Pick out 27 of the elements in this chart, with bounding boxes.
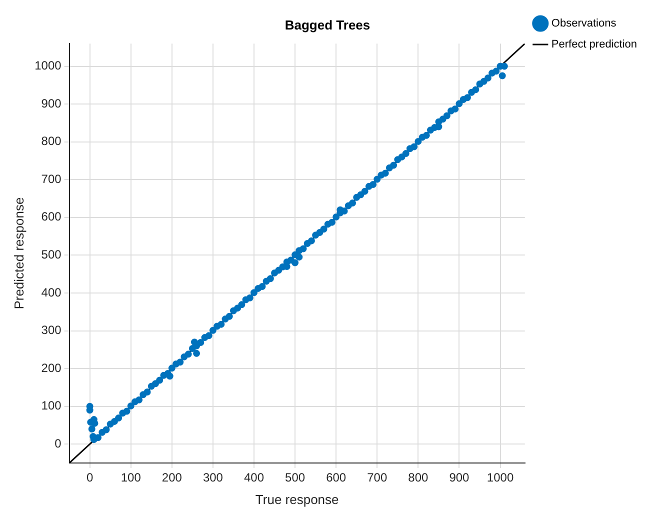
y-tick-label: 700	[41, 172, 62, 186]
y-tick-label: 800	[41, 134, 62, 148]
y-tick-label: 600	[41, 210, 62, 224]
y-tick-label: 0	[54, 436, 62, 450]
x-tick-label: 100	[120, 470, 142, 485]
x-tick-label: 1000	[486, 470, 514, 485]
legend-label: Perfect prediction	[551, 38, 638, 51]
x-tick-label: 200	[162, 470, 182, 485]
x-tick-label: 300	[202, 470, 224, 485]
chart-title: Bagged Trees	[284, 17, 370, 32]
x-tick-label: 900	[449, 470, 470, 485]
y-tick-label: 200	[41, 360, 62, 375]
x-tick-label: 700	[367, 470, 388, 485]
y-tick-label: 1000	[34, 58, 62, 73]
x-tick-label: 400	[244, 470, 264, 485]
y-tick-label: 300	[41, 323, 62, 338]
x-tick-label: 500	[285, 470, 306, 485]
x-tick-label: 800	[408, 470, 429, 485]
y-tick-label: 500	[41, 248, 62, 262]
y-tick-label: 400	[41, 285, 62, 300]
y-axis-title: Predicted response	[11, 197, 26, 310]
x-tick-label: 0	[86, 470, 94, 485]
y-tick-label: 900	[41, 96, 62, 110]
y-tick-label: 100	[41, 398, 62, 413]
x-tick-label: 600	[326, 470, 346, 485]
legend-label: Observations	[551, 18, 617, 30]
x-axis-title: True response	[255, 492, 339, 507]
